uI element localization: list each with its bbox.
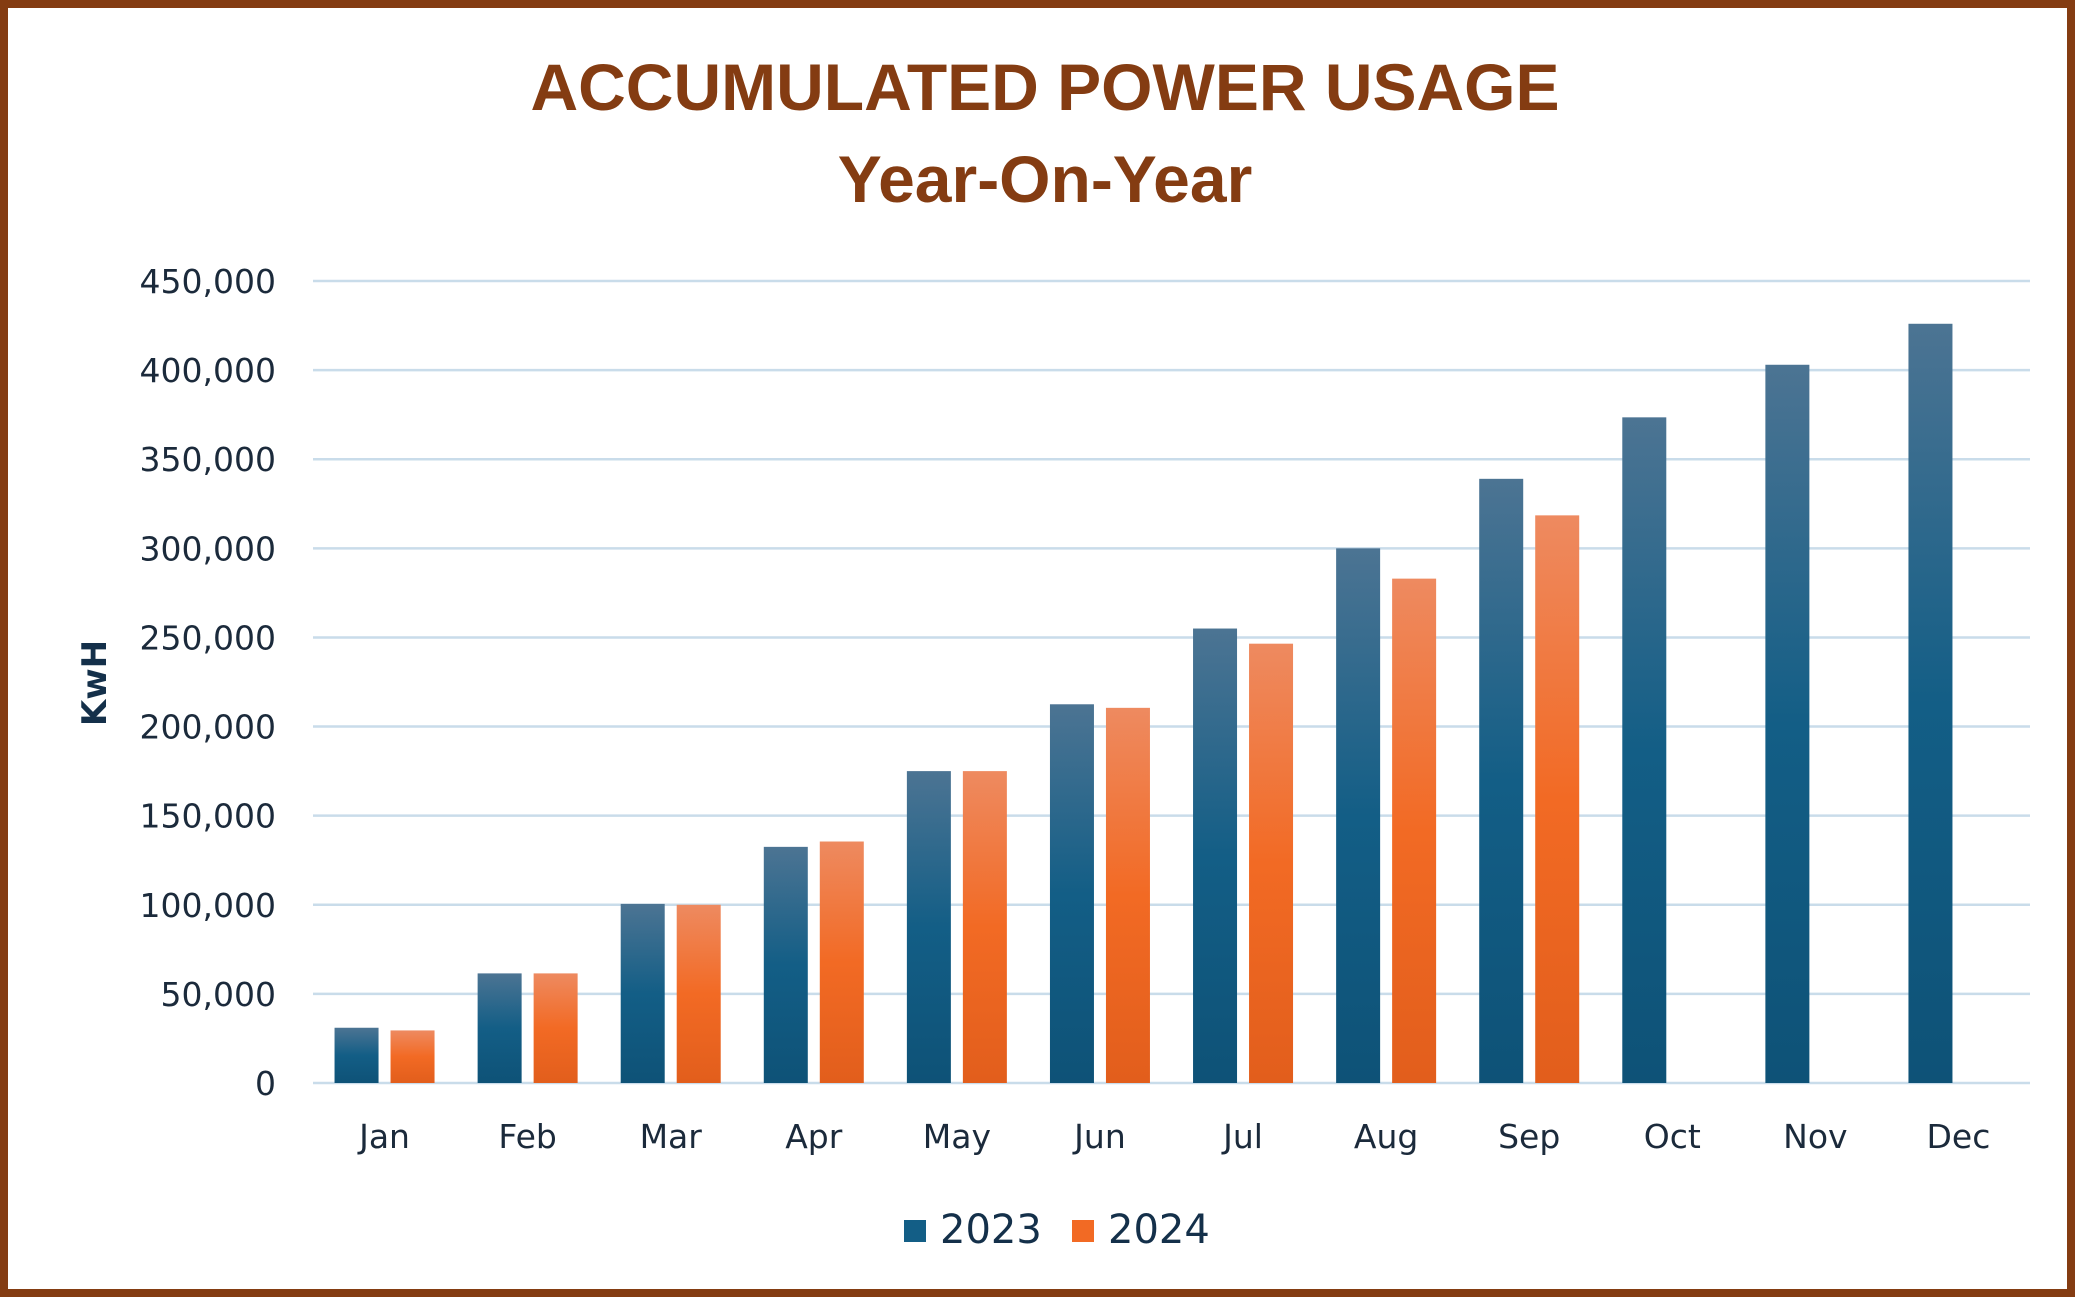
bar-2024-jun [1105,707,1150,1083]
bar-2023-jul [1193,628,1238,1083]
bar-2023-aug [1336,548,1381,1083]
x-tick-label: Nov [1783,1117,1847,1156]
y-tick-label: 250,000 [140,618,276,657]
x-tick-label: Aug [1354,1117,1418,1156]
y-axis-tick-labels: 0 50,000 100,000 150,000 200,000 250,000 300,0… [140,262,276,1103]
x-tick-label: Oct [1644,1117,1701,1156]
bar-2024-jan [390,1030,435,1083]
gridlines [313,279,2030,1085]
bar-2024-jul [1249,643,1294,1083]
x-tick-label: Apr [785,1117,843,1156]
bar-2023-oct [1622,417,1667,1084]
bar-2024-may [962,771,1007,1083]
bar-2024-sep [1535,515,1580,1083]
x-tick-label: Jan [357,1117,410,1156]
x-tick-label: Feb [498,1117,556,1156]
y-axis-title: KwH [75,640,115,726]
bar-2024-feb [533,973,578,1083]
x-tick-label: Dec [1927,1117,1991,1156]
bar-2023-jun [1049,704,1094,1083]
chart-subtitle: Year-On-Year [838,142,1253,216]
legend-swatch-2024 [1072,1220,1094,1242]
bar-2024-mar [676,904,721,1083]
y-tick-label: 200,000 [140,708,276,747]
y-tick-label: 150,000 [140,797,276,836]
y-tick-label: 400,000 [140,351,276,390]
bar-2023-jan [334,1027,379,1083]
bar-2023-mar [620,903,665,1083]
x-tick-label: Jul [1221,1117,1263,1156]
bar-2023-sep [1479,478,1524,1083]
legend: 2023 2024 [904,1207,1210,1253]
x-tick-label: Mar [640,1117,703,1156]
legend-label-2024: 2024 [1108,1207,1210,1253]
bar-2024-aug [1392,578,1437,1083]
bar-2023-may [906,771,951,1083]
x-tick-label: May [923,1117,991,1156]
y-tick-label: 0 [255,1064,276,1103]
x-tick-label: Jun [1072,1117,1126,1156]
legend-swatch-2023 [904,1220,926,1242]
chart-title: ACCUMULATED POWER USAGE [530,50,1559,124]
bars [334,323,1953,1084]
bar-2023-apr [763,846,808,1083]
bar-2023-dec [1908,323,1953,1084]
y-tick-label: 50,000 [161,975,276,1014]
x-axis-tick-labels: Jan Feb Mar Apr May Jun Jul Aug Sep Oct Nov Dec [357,1117,1990,1156]
y-tick-label: 300,000 [140,529,276,568]
x-tick-label: Sep [1498,1117,1560,1156]
y-tick-label: 450,000 [140,262,276,301]
legend-label-2023: 2023 [940,1207,1042,1253]
y-tick-label: 350,000 [140,440,276,479]
y-tick-label: 100,000 [140,886,276,925]
bar-chart: ACCUMULATED POWER USAGE Year-On-Year 0 50… [75,50,2030,1253]
bar-2023-feb [477,973,522,1083]
bar-2024-apr [819,841,864,1083]
bar-2023-nov [1765,364,1810,1084]
